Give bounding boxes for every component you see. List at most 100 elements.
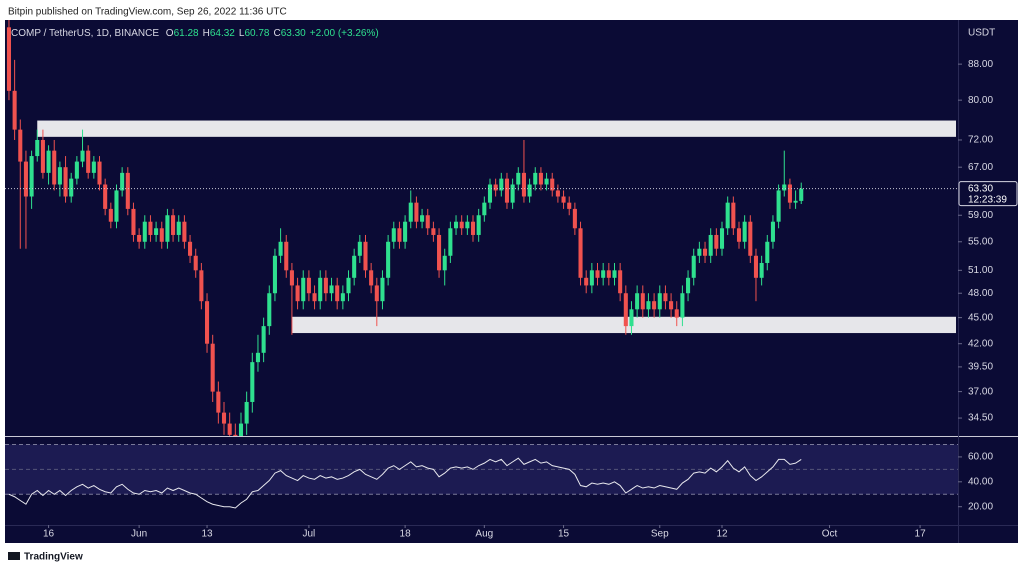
candle-body bbox=[323, 277, 328, 294]
candle-body bbox=[674, 309, 679, 318]
candle-body bbox=[131, 208, 136, 235]
candle-body bbox=[782, 184, 787, 191]
x-tick-label: Sep bbox=[651, 529, 669, 540]
candle-body bbox=[352, 255, 357, 278]
candle-body bbox=[329, 285, 334, 294]
y-tick-label: 67.00 bbox=[968, 162, 993, 173]
candle-body bbox=[80, 150, 85, 162]
candle-body bbox=[453, 221, 459, 229]
candle-body bbox=[250, 362, 255, 402]
y-tick-label: 42.00 bbox=[968, 338, 993, 349]
candle-body bbox=[476, 215, 481, 235]
candle-body bbox=[748, 221, 753, 256]
candle-body bbox=[629, 309, 634, 327]
candle-body bbox=[238, 423, 244, 436]
y-tick-label: 88.00 bbox=[968, 59, 993, 70]
candle-body bbox=[504, 178, 510, 203]
candle-body bbox=[521, 172, 526, 197]
candle-body bbox=[35, 139, 40, 157]
candle-body bbox=[193, 255, 198, 271]
candle-body bbox=[289, 270, 294, 286]
candle-body bbox=[442, 255, 447, 271]
y-tick-label: 48.00 bbox=[968, 288, 993, 299]
candle-body bbox=[391, 228, 396, 242]
rsi-tick-label: 20.00 bbox=[968, 501, 993, 512]
candle-body bbox=[680, 293, 685, 318]
candle-body bbox=[125, 172, 130, 209]
candle-body bbox=[86, 150, 91, 173]
x-tick-label: Jun bbox=[131, 529, 147, 540]
candle-body bbox=[561, 196, 566, 203]
candle-body bbox=[103, 184, 108, 209]
change: +2.00 (+3.26%) bbox=[310, 28, 379, 39]
candle-body bbox=[618, 270, 623, 294]
x-tick-label: 12 bbox=[716, 529, 728, 540]
ohlc-value: 61.28 bbox=[174, 28, 199, 39]
logo: TradingView bbox=[8, 552, 83, 563]
ohlc-label: O bbox=[166, 28, 174, 39]
candle-body bbox=[403, 221, 408, 242]
ohlc-value: 64.32 bbox=[210, 28, 235, 39]
y-tick-label: 39.50 bbox=[968, 362, 993, 373]
candle-body bbox=[188, 241, 193, 256]
candle-body bbox=[386, 241, 391, 278]
candle-body bbox=[459, 221, 464, 229]
candle-body bbox=[657, 293, 662, 310]
ohlc-label: H bbox=[203, 28, 210, 39]
candle-body bbox=[697, 248, 702, 256]
candle-body bbox=[437, 234, 442, 271]
candle-body bbox=[301, 277, 306, 302]
candle-body bbox=[227, 423, 232, 435]
candle-body bbox=[669, 301, 674, 310]
candle-body bbox=[420, 215, 425, 222]
candle-body bbox=[295, 285, 300, 302]
candle-body bbox=[69, 178, 74, 197]
candle-body bbox=[137, 234, 142, 242]
candle-body bbox=[6, 27, 11, 91]
rsi-pane bbox=[5, 443, 958, 509]
candle-body bbox=[493, 184, 498, 191]
candle-body bbox=[465, 221, 470, 229]
candle-body bbox=[261, 326, 266, 353]
candle-body bbox=[431, 228, 436, 235]
candle-body bbox=[725, 202, 730, 229]
candle-body bbox=[306, 277, 311, 294]
ohlc: O61.28 H64.32 L60.78 C63.30 +2.00 (+3.26%) bbox=[166, 28, 379, 39]
candle-body bbox=[120, 172, 125, 191]
candle-body bbox=[312, 293, 317, 302]
candle-body bbox=[589, 270, 594, 286]
candle-body bbox=[346, 277, 351, 294]
x-tick-label: 15 bbox=[558, 529, 570, 540]
candle-body bbox=[584, 277, 589, 286]
candle-body bbox=[12, 90, 17, 130]
candle-body bbox=[199, 270, 204, 302]
candle-body bbox=[278, 241, 283, 256]
candle-body bbox=[74, 161, 79, 179]
candle-body bbox=[221, 412, 227, 424]
candle-body bbox=[799, 188, 804, 201]
candle-body bbox=[148, 221, 153, 235]
candle-body bbox=[578, 228, 583, 278]
candle-body bbox=[487, 184, 493, 203]
candle-body bbox=[652, 301, 657, 310]
candle-body bbox=[204, 301, 210, 344]
candle-body bbox=[255, 352, 261, 363]
candle-body bbox=[176, 221, 181, 235]
candle-body bbox=[29, 156, 34, 197]
candle-body bbox=[550, 178, 555, 191]
logo-icon bbox=[8, 552, 20, 560]
x-tick-label: 16 bbox=[43, 529, 55, 540]
candle-body bbox=[357, 241, 362, 256]
x-tick-label: Jul bbox=[302, 529, 315, 540]
x-tick-label: Oct bbox=[822, 529, 838, 540]
candle-body bbox=[159, 228, 164, 242]
candle-body bbox=[380, 277, 385, 302]
candle-body bbox=[272, 255, 277, 294]
candle-body bbox=[623, 293, 628, 327]
candle-body bbox=[555, 190, 560, 197]
x-tick-label: Aug bbox=[475, 529, 493, 540]
candle-body bbox=[776, 190, 781, 222]
candle-body bbox=[335, 285, 340, 302]
candle-body bbox=[538, 172, 543, 185]
x-tick-label: 17 bbox=[915, 529, 927, 540]
